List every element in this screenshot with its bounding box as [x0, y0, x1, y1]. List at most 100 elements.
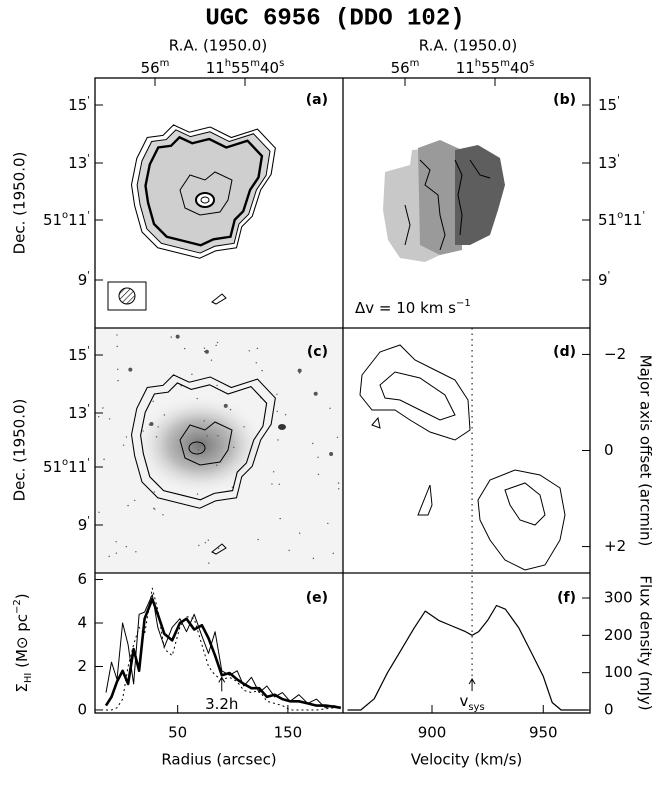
star	[183, 347, 186, 350]
y-tick-label: 2	[77, 657, 87, 675]
panel-label: (b)	[553, 92, 576, 108]
dec-tick-label-part: o	[62, 457, 68, 468]
dec-tick-label: 9'	[78, 270, 90, 289]
dec-tick-label: 13'	[598, 153, 620, 172]
ra-tick-label-part: 11	[206, 59, 225, 77]
star	[153, 491, 156, 493]
star	[243, 426, 245, 428]
star	[231, 486, 234, 488]
y-tick-label: 100	[604, 663, 633, 681]
star	[215, 344, 217, 347]
galaxy	[135, 395, 265, 495]
star	[297, 368, 302, 373]
star	[217, 435, 219, 437]
dec-tick-label-part: '	[87, 95, 90, 106]
star	[329, 407, 331, 410]
velocity-bar-label-part: Δv = 10 km s	[355, 299, 456, 317]
dec-tick-label-part: 13	[68, 154, 87, 172]
ra-tick-label-part: 11	[456, 59, 475, 77]
ra-label: R.A. (1950.0)	[169, 37, 267, 55]
dec-tick-label-part: '	[87, 457, 90, 468]
star	[317, 473, 320, 476]
star	[133, 499, 136, 502]
panel-d-map	[359, 344, 566, 571]
star	[149, 422, 154, 427]
dec-tick-label-part: 9	[78, 271, 88, 289]
y-tick-label: 200	[604, 626, 633, 644]
star	[284, 414, 287, 416]
star	[108, 555, 110, 558]
dec-tick-label: 9'	[598, 270, 610, 289]
dec-tick-label-part: '	[617, 95, 620, 106]
y-tick-label: 0	[604, 441, 614, 459]
y-tick-label: −2	[604, 345, 626, 363]
star	[175, 334, 180, 339]
star	[216, 384, 218, 387]
y-axis-label: ΣHI (M⊙ pc−2)	[12, 593, 34, 692]
velocity-field	[455, 145, 505, 245]
y-tick-label: 0	[604, 701, 614, 719]
contour	[144, 136, 264, 247]
dec-tick-label-part: '	[608, 270, 611, 281]
star	[98, 416, 100, 418]
star	[203, 420, 205, 422]
contour	[179, 421, 233, 466]
star	[108, 418, 111, 420]
star	[271, 483, 273, 485]
ra-tick-label-part: m	[250, 58, 260, 69]
y-axis-label-part: HI	[23, 673, 34, 683]
y-axis-label-part: ⊙	[13, 637, 31, 650]
panel-label: (d)	[553, 344, 576, 360]
panel-b-map	[383, 140, 505, 262]
dec-tick-label-part: o	[617, 210, 623, 221]
star	[196, 397, 198, 400]
star	[203, 347, 206, 349]
y-axis-label-part: −2	[12, 599, 23, 614]
ra-tick-label-part: h	[475, 58, 481, 69]
star	[125, 436, 128, 438]
contour	[200, 196, 210, 204]
beam	[118, 287, 136, 305]
star	[288, 549, 290, 552]
y-tick-label: 0	[77, 700, 87, 718]
contour	[504, 482, 546, 526]
dec-tick-label-part: 11	[623, 211, 642, 229]
dec-tick-label-part: '	[87, 153, 90, 164]
annotation-arrowhead	[218, 676, 226, 683]
line	[347, 604, 588, 711]
star	[116, 334, 118, 336]
star	[317, 456, 319, 458]
ra-tick-label: 56m	[141, 58, 170, 77]
velocity-bar-label: Δv = 10 km s−1	[355, 298, 471, 317]
contour	[179, 171, 233, 216]
dec-tick-label-part: '	[87, 270, 90, 281]
line	[106, 587, 341, 711]
star	[315, 354, 318, 356]
dec-label: Dec. (1950.0)	[11, 399, 29, 502]
x-axis-label: Velocity (km/s)	[411, 751, 522, 769]
vsys-label: vsys	[459, 692, 484, 713]
star	[180, 385, 182, 387]
ra-tick-label-part: 56	[391, 59, 410, 77]
star	[337, 482, 340, 484]
y-axis-label-part: pc	[13, 614, 31, 637]
contour	[419, 159, 446, 251]
star	[215, 464, 218, 466]
y-axis-label-part: )	[13, 593, 31, 599]
vsys-arrowhead	[468, 678, 476, 685]
dec-tick-label-part: 9	[78, 516, 88, 534]
star	[257, 538, 259, 541]
dec-tick-label-part: 51	[43, 211, 62, 229]
star	[279, 517, 281, 520]
ra-tick-label-part: m	[160, 58, 170, 69]
star	[142, 430, 144, 432]
dec-tick-label: 15'	[68, 95, 90, 114]
dec-tick-label-part: 9	[598, 271, 608, 289]
star	[229, 408, 232, 411]
contour	[469, 159, 491, 179]
line	[104, 597, 342, 710]
star	[162, 514, 164, 516]
dec-tick-label-part: '	[87, 515, 90, 526]
x-tick-label: 950	[529, 724, 558, 742]
